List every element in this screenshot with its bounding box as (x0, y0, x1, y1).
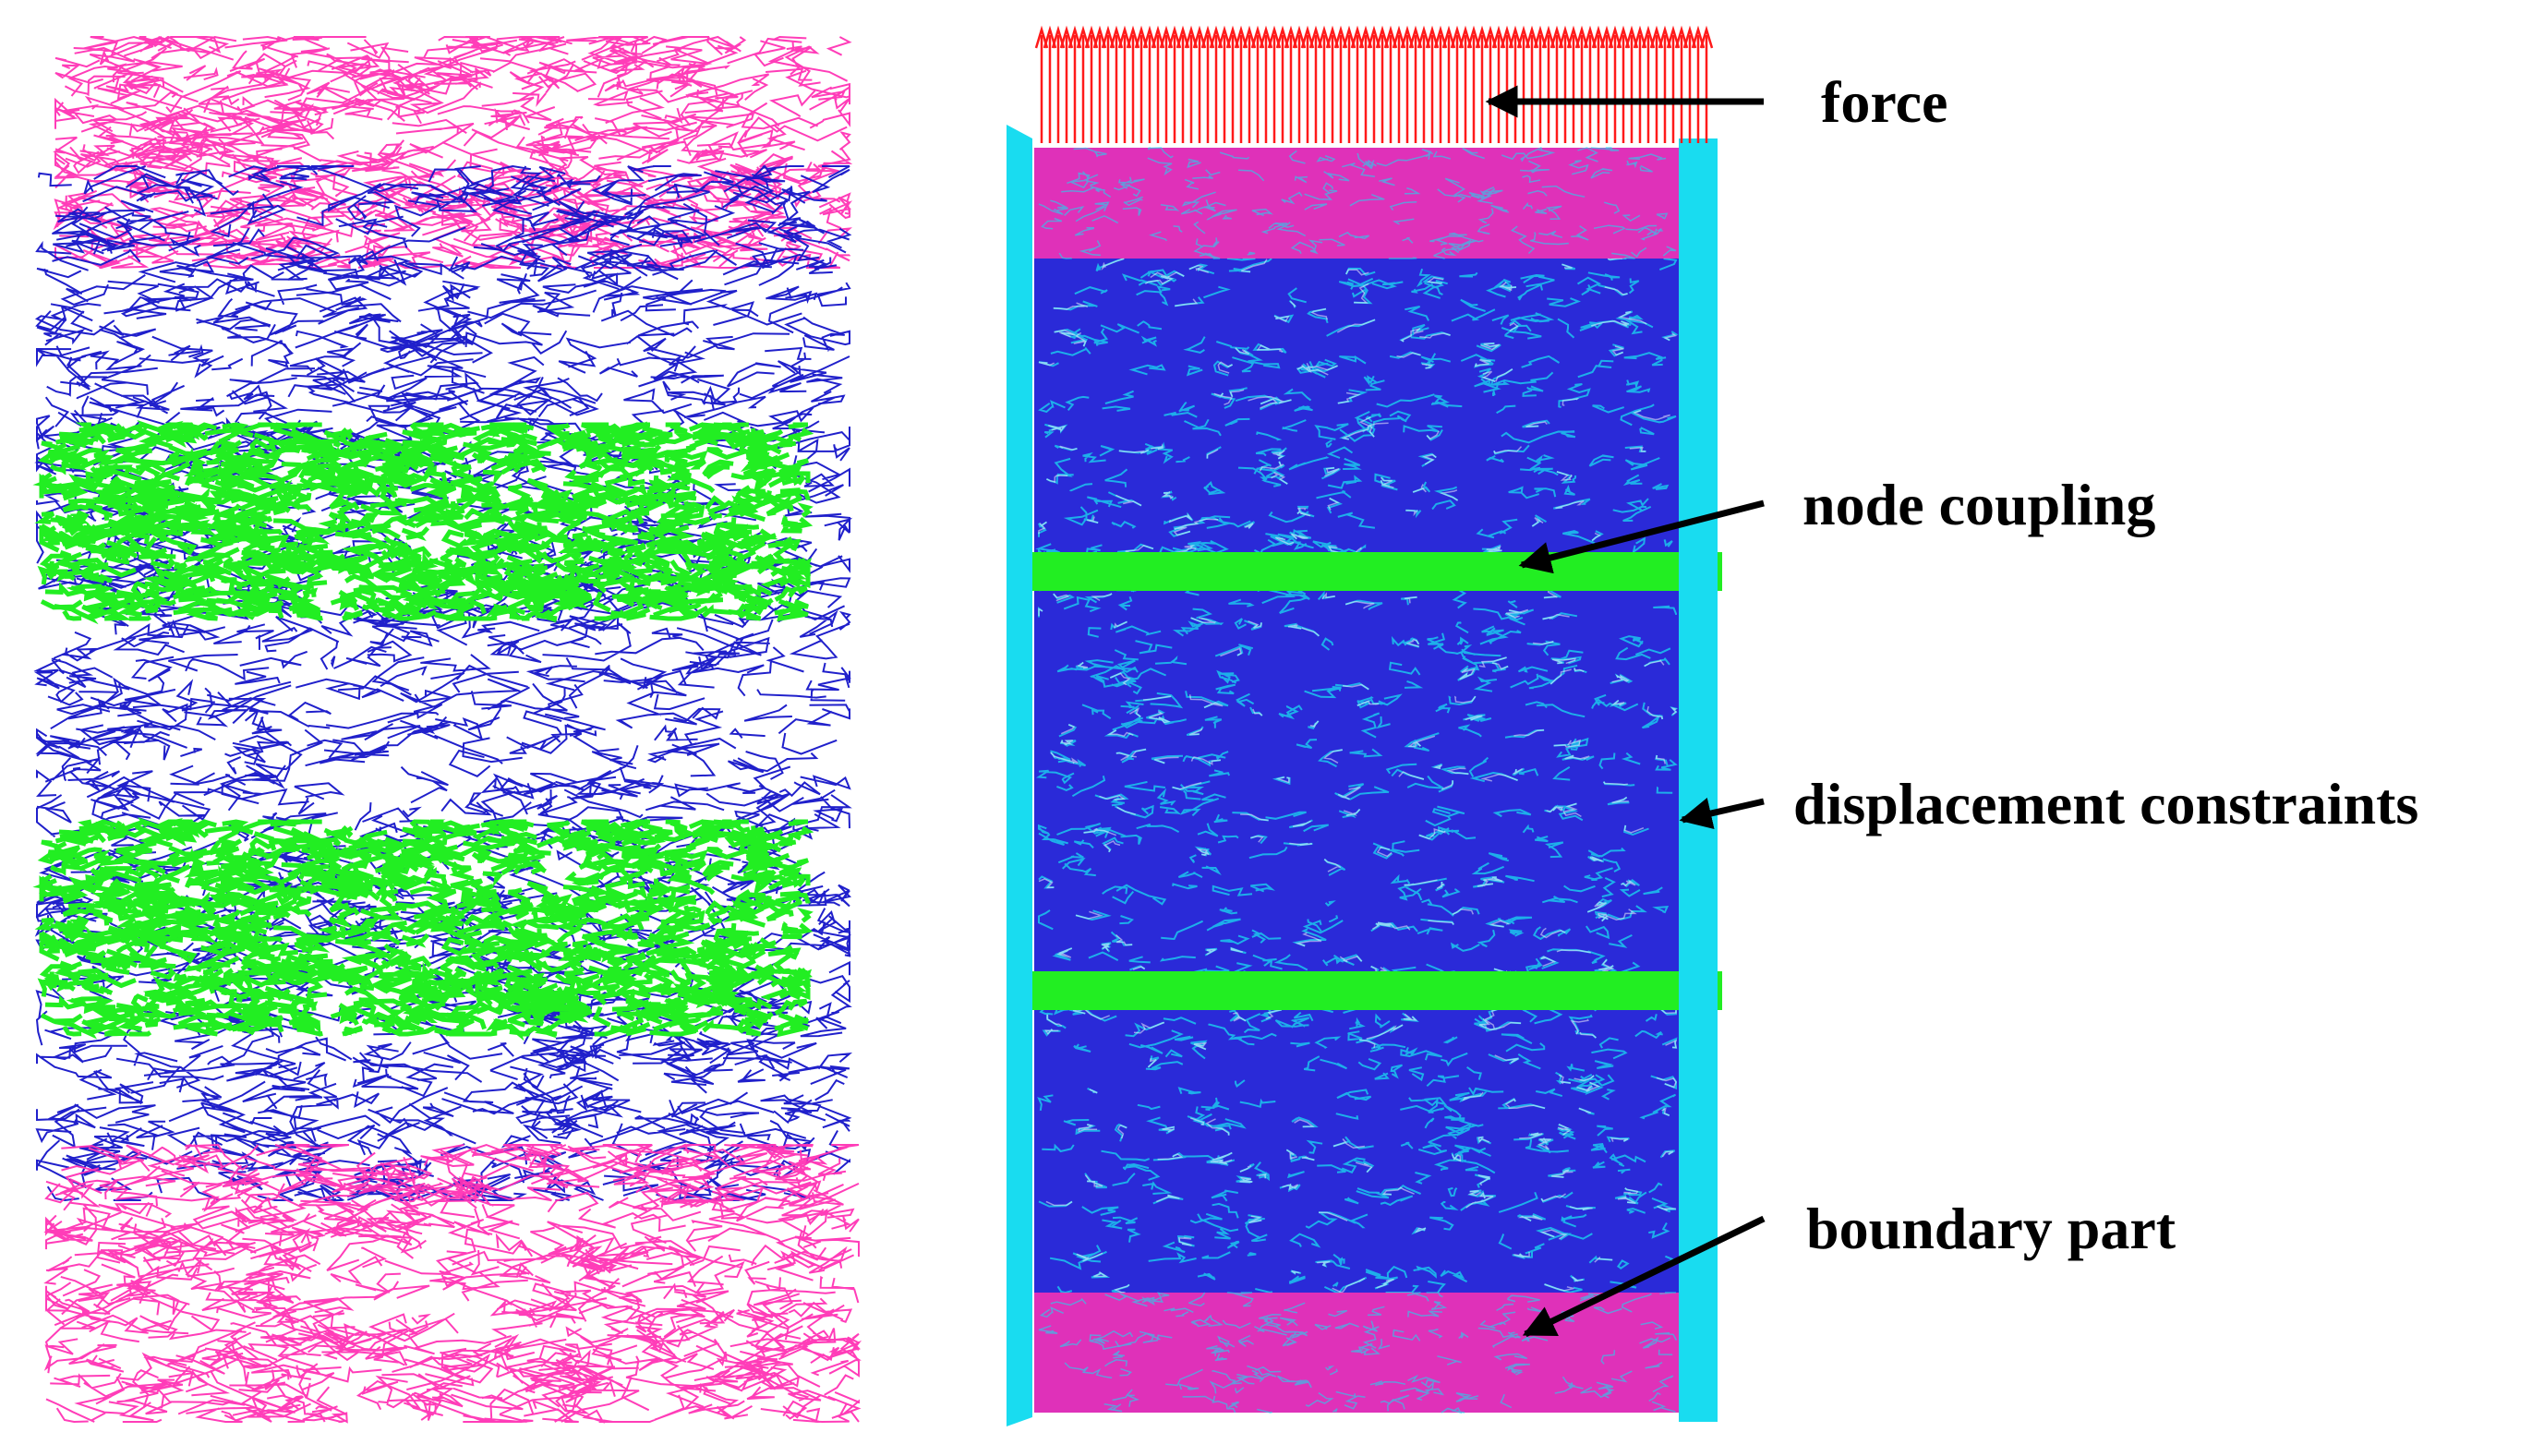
right-meshed-model (1007, 25, 1722, 1426)
boundary-part-label: boundary part (1806, 1196, 2176, 1261)
left-coupling-band-upper (32, 419, 814, 625)
node-coupling-pointer-arrow (1518, 499, 1765, 574)
left-displacement-constraint (1007, 125, 1032, 1426)
node-coupling-label: node coupling (1803, 472, 2155, 537)
right-boundary-texture (1038, 146, 1677, 1414)
displacement-constraints-pointer-arrow (1679, 797, 1765, 830)
left-coupling-band-lower (32, 817, 814, 1041)
right-displacement-constraint (1679, 138, 1718, 1422)
force-label: force (1821, 69, 1947, 135)
left-boundary-top-fibers (53, 35, 853, 270)
right-boundary-bottom (1034, 1293, 1681, 1413)
right-coupling-band-lower (1011, 971, 1722, 1010)
right-coupling-band-upper (1011, 552, 1722, 591)
left-boundary-bottom-fibers (43, 1143, 862, 1424)
force-arrows (1034, 25, 1714, 143)
right-boundary-top (1034, 148, 1681, 259)
left-matrix-fibers (33, 164, 853, 1202)
left-fiber-model (32, 35, 862, 1424)
displacement-constraints-label: displacement constraints (1793, 771, 2418, 836)
boundary-part-pointer-arrow (1522, 1215, 1766, 1338)
right-mesh-fibers (1035, 258, 1679, 1294)
